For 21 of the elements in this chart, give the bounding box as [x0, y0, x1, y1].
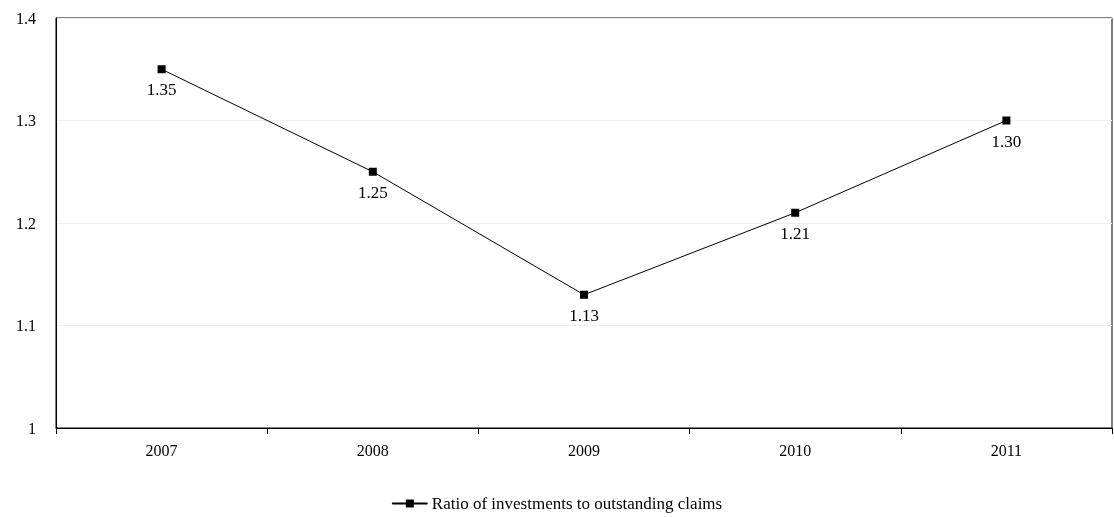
y-tick-label: 1.2: [16, 214, 36, 232]
data-label: 1.21: [780, 223, 811, 243]
x-tick-label: 2011: [990, 441, 1023, 459]
y-tick-label: 1.4: [16, 9, 36, 27]
x-tick-label: 2009: [568, 441, 600, 459]
point: [580, 290, 588, 299]
x-tick-label: 2010: [779, 441, 812, 459]
data-label: 1.25: [357, 182, 388, 202]
data-label: 1.13: [569, 305, 599, 325]
x-tick-label: 2007: [145, 441, 178, 459]
point: [1002, 116, 1011, 125]
point: [157, 65, 166, 74]
y-tick-label: 1.3: [16, 112, 36, 129]
data-label: 1.30: [991, 131, 1022, 151]
x-tick-label: 2008: [356, 441, 389, 459]
legend-label: Ratio of investments to outstanding claims: [431, 494, 723, 513]
point: [791, 208, 800, 217]
data-label: 1.35: [146, 80, 177, 100]
point: [368, 167, 377, 176]
y-tick-label: 1: [28, 419, 36, 437]
y-tick-label: 1.1: [16, 317, 36, 334]
